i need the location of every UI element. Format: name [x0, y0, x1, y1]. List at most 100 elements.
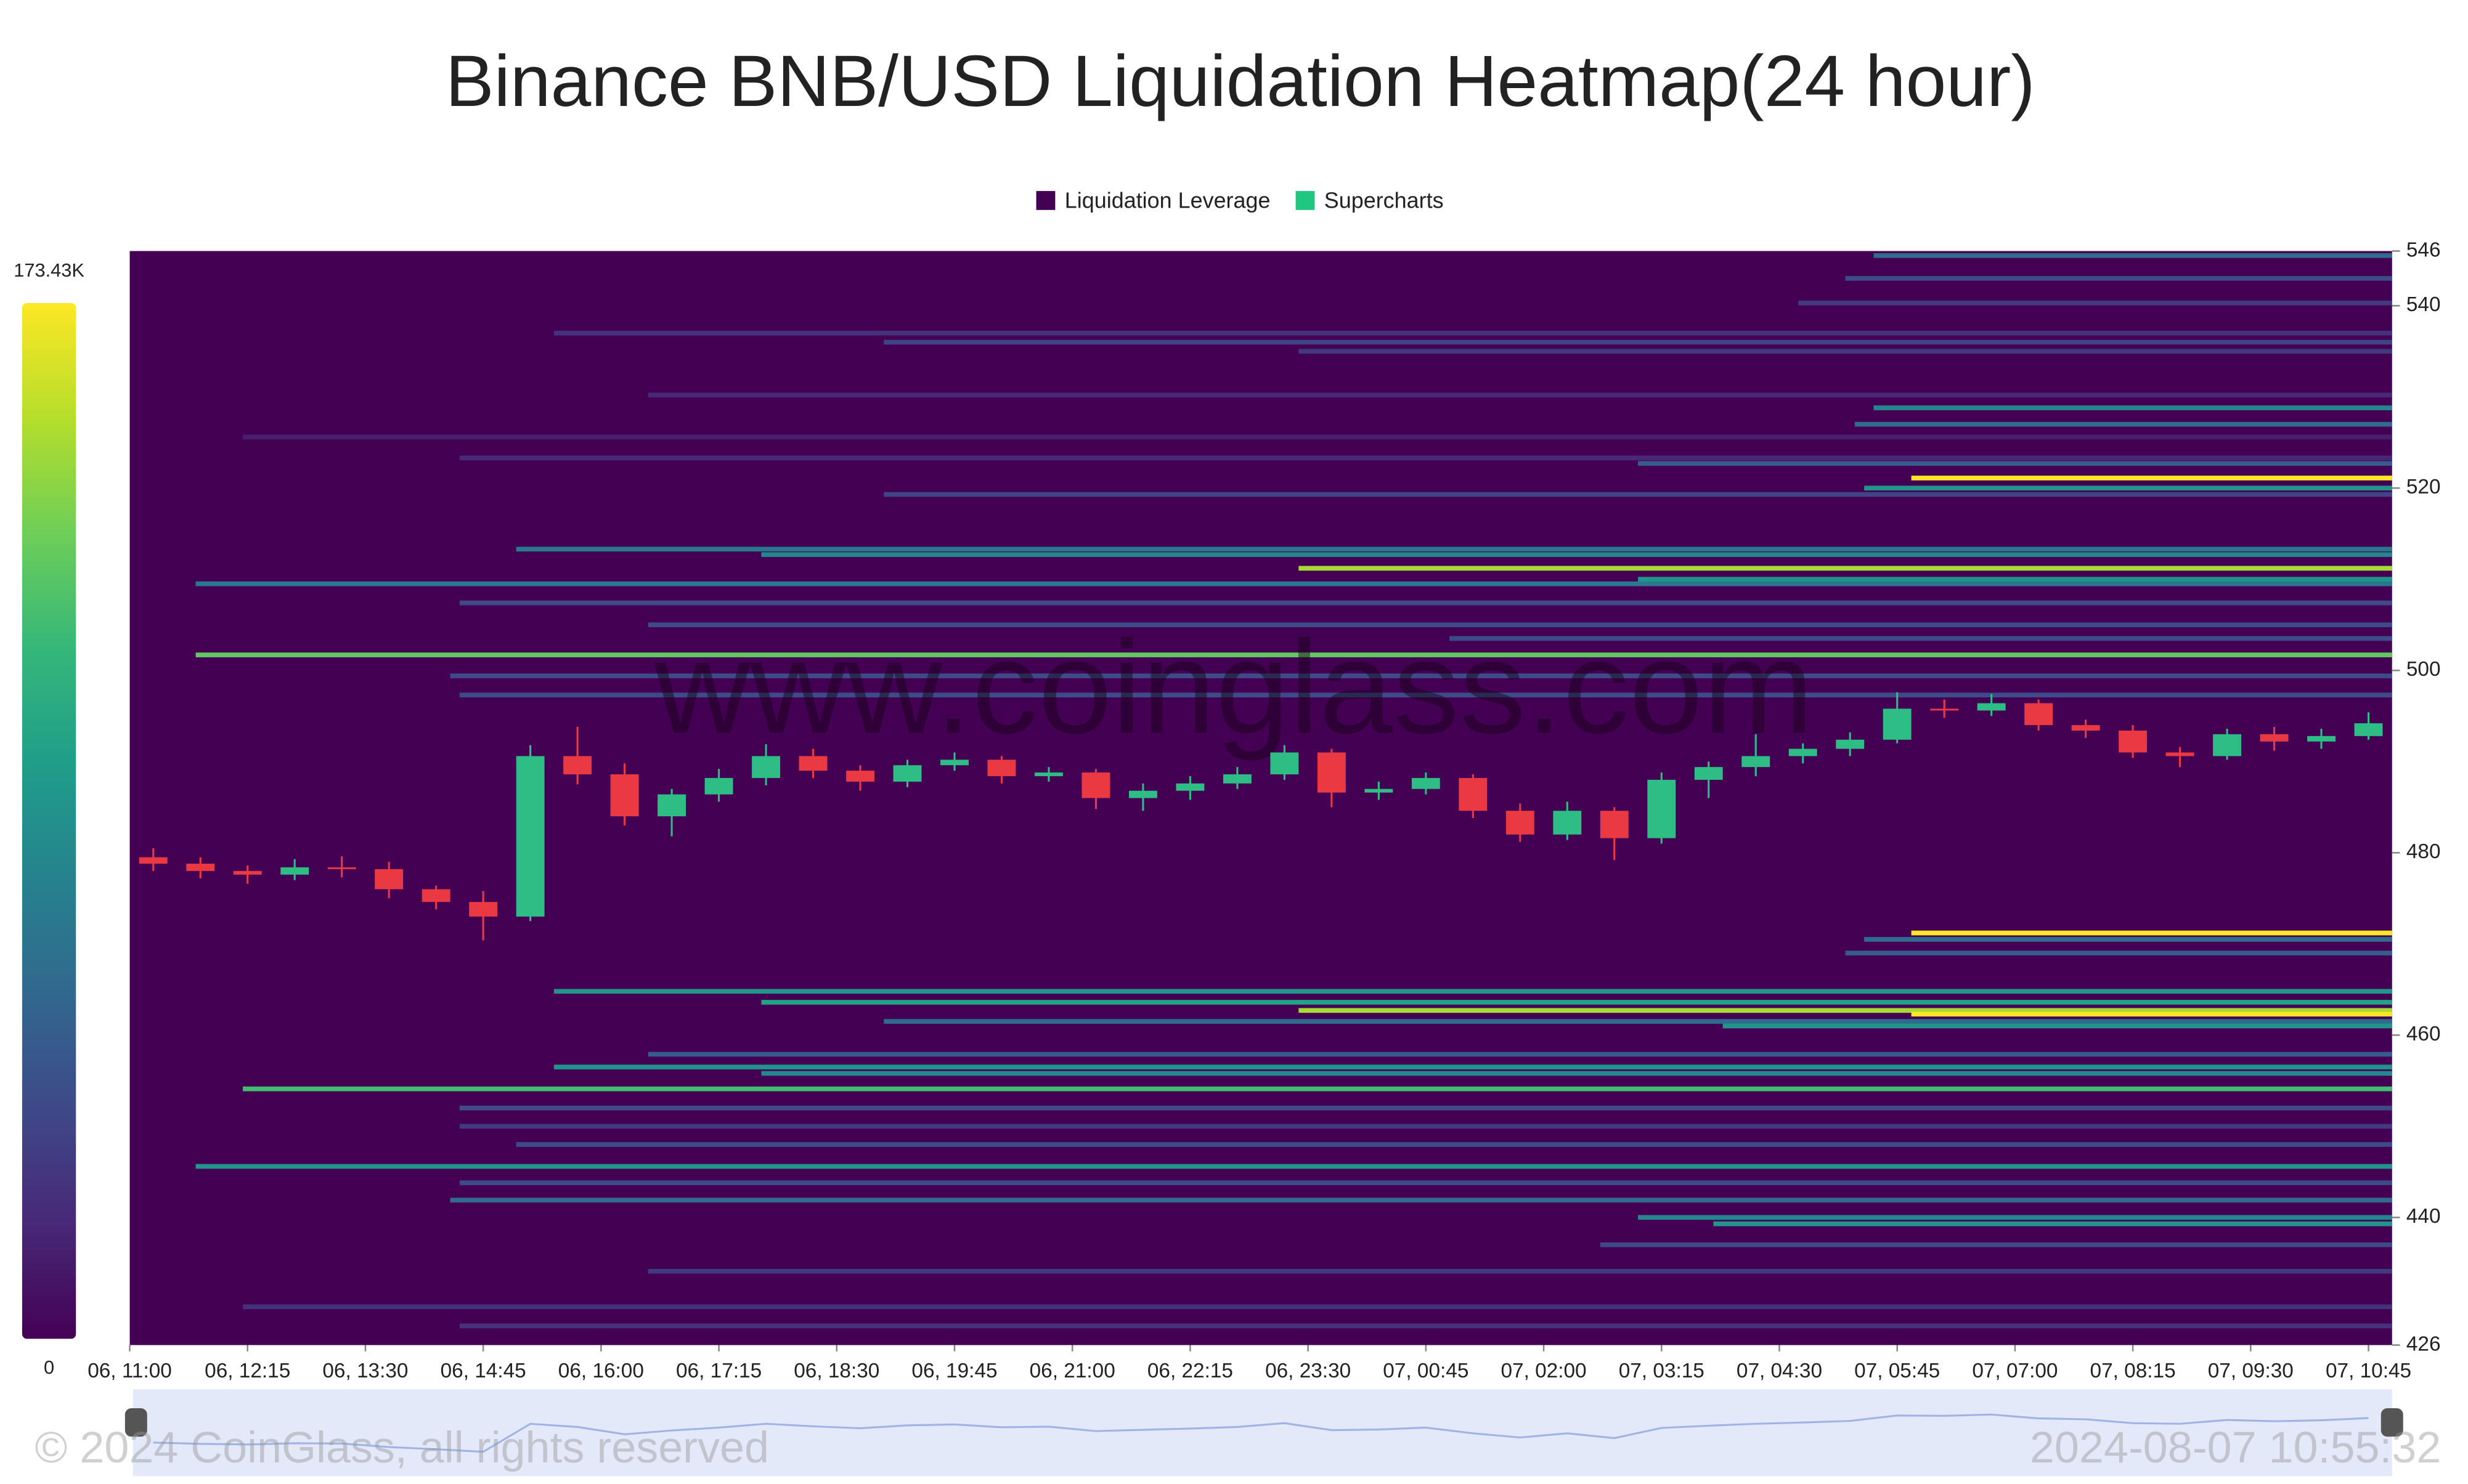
y-tick-label: 460: [2406, 1023, 2441, 1045]
heat-band: [195, 581, 2392, 586]
x-tick-label: 06, 22:15: [1147, 1360, 1233, 1382]
candle-body: [139, 857, 168, 864]
x-tick-label: 06, 11:00: [88, 1360, 172, 1382]
candle-body: [1741, 756, 1770, 768]
heat-band: [1873, 253, 2392, 258]
candle-body: [186, 864, 215, 871]
x-tick-label: 06, 17:15: [676, 1360, 762, 1382]
heat-band: [761, 552, 2392, 558]
candle-body: [2024, 703, 2053, 726]
heat-band: [884, 492, 2392, 497]
copyright: © 2024 CoinGlass, all rights reserved: [35, 1423, 769, 1472]
heat-band: [1298, 349, 2392, 354]
heat-band: [450, 1198, 2392, 1203]
candle-body: [1081, 772, 1110, 798]
timestamp: 2024-08-07 10:55:32: [2030, 1423, 2441, 1472]
chart-title: Binance BNB/USD Liquidation Heatmap(24 h…: [446, 41, 2035, 122]
navigator-area: [153, 1413, 2369, 1453]
candle-body: [1411, 777, 1440, 789]
x-tick-label: 07, 08:15: [2090, 1360, 2176, 1382]
x-tick-label: 06, 13:30: [322, 1360, 408, 1382]
candle-body: [1128, 790, 1157, 798]
heat-band: [884, 339, 2392, 345]
y-tick-label: 426: [2406, 1332, 2441, 1355]
heat-band: [459, 1124, 2392, 1129]
candle-body: [1459, 777, 1488, 811]
x-tick-label: 07, 02:00: [1501, 1360, 1586, 1382]
candle-body: [1364, 789, 1393, 793]
heat-band: [1798, 300, 2392, 306]
x-tick-label: 06, 16:00: [558, 1360, 644, 1382]
heat-band: [648, 1052, 2392, 1057]
candle-body: [1883, 708, 1912, 740]
y-tick-label: 500: [2406, 658, 2441, 681]
candle-body: [1035, 772, 1063, 776]
heat-band: [1449, 636, 2392, 641]
heat-band: [884, 1019, 2392, 1024]
navigator-handle[interactable]: [2380, 1408, 2403, 1437]
x-tick-label: 06, 19:45: [911, 1360, 997, 1382]
heat-band: [459, 1323, 2392, 1329]
heat-band: [459, 600, 2392, 606]
heat-band: [1911, 1012, 2392, 1017]
candle-body: [752, 756, 781, 778]
heat-band: [459, 1180, 2392, 1185]
heat-band: [553, 989, 2392, 994]
heat-band: [243, 1086, 2392, 1092]
candle-body: [1647, 779, 1676, 838]
heat-band: [450, 673, 2392, 679]
heat-band: [243, 434, 2392, 440]
y-tick-label: 440: [2406, 1205, 2441, 1228]
navigator: [132, 1389, 2392, 1477]
x-tick-label: 06, 18:30: [794, 1360, 879, 1382]
candle-body: [375, 869, 404, 890]
candle-body: [704, 777, 733, 795]
candle-body: [563, 756, 592, 774]
heat-band: [648, 392, 2392, 398]
heat-band: [648, 1268, 2392, 1274]
candle-body: [1317, 752, 1346, 793]
heat-band: [516, 546, 2392, 552]
x-tick-label: 07, 03:15: [1619, 1360, 1704, 1382]
colorbar-label: 0: [44, 1356, 54, 1378]
y-tick-label: 520: [2406, 476, 2441, 498]
heat-band: [1638, 1215, 2392, 1220]
candle-body: [940, 760, 969, 766]
x-tick-label: 07, 04:30: [1737, 1360, 1822, 1382]
candle-body: [422, 889, 450, 902]
heat-band: [1298, 1008, 2392, 1013]
heat-band: [1864, 937, 2392, 942]
plot-background: [129, 251, 2392, 1345]
candle-body: [2119, 730, 2148, 753]
heat-band: [1873, 405, 2392, 410]
heat-band: [1638, 461, 2392, 466]
watermark: www.coinglass.com: [654, 613, 1814, 761]
candle-body: [280, 867, 309, 875]
legend-label: Supercharts: [1324, 188, 1444, 213]
candle-body: [1600, 811, 1629, 838]
x-tick-label: 07, 07:00: [1972, 1360, 2058, 1382]
candle-body: [610, 774, 639, 817]
x-tick-label: 06, 21:00: [1030, 1360, 1115, 1382]
candle-body: [516, 756, 545, 917]
candle-body: [2354, 723, 2383, 736]
heat-band: [1845, 276, 2392, 281]
legend-swatch: [1295, 191, 1315, 210]
x-tick-label: 06, 23:30: [1265, 1360, 1351, 1382]
heat-band: [553, 330, 2392, 336]
x-tick-label: 07, 00:45: [1383, 1360, 1468, 1382]
candle-body: [1270, 752, 1299, 774]
heat-band: [1600, 1242, 2392, 1247]
heat-band: [553, 1064, 2392, 1069]
navigator-handle[interactable]: [124, 1408, 147, 1437]
candle-body: [327, 867, 356, 869]
heat-band: [459, 1105, 2392, 1111]
heat-band: [459, 455, 2392, 461]
candle-body: [1930, 708, 1959, 711]
heat-band: [1713, 1221, 2392, 1227]
candle-body: [799, 756, 828, 771]
candle-body: [2213, 734, 2242, 756]
heat-band: [1911, 930, 2392, 936]
